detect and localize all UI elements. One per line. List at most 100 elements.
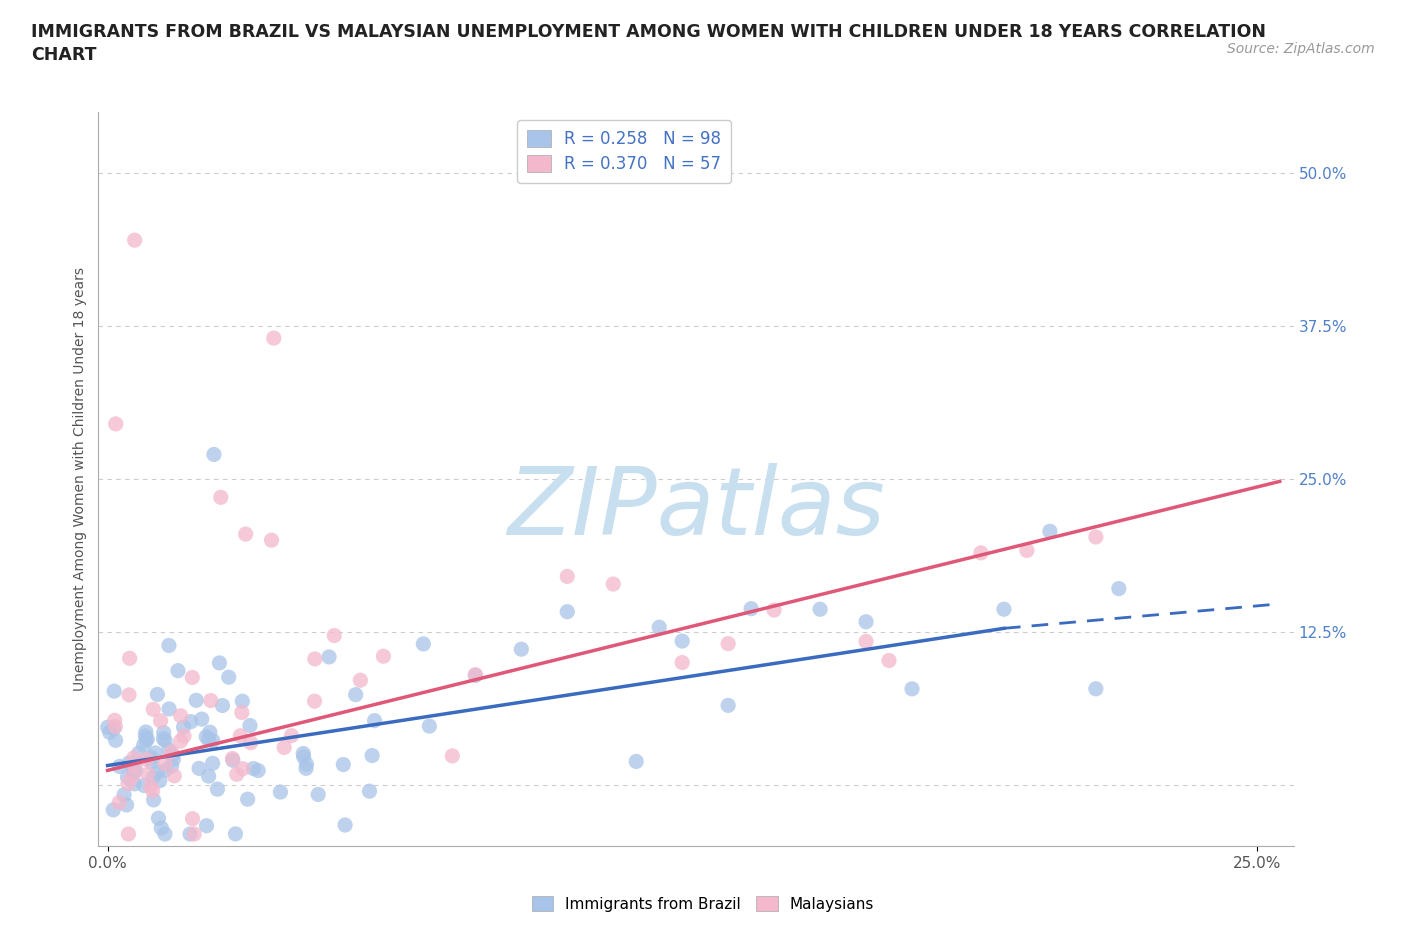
Point bbox=[173, 720, 195, 735]
Point bbox=[292, 746, 315, 761]
Point bbox=[344, 687, 367, 702]
Text: IMMIGRANTS FROM BRAZIL VS MALAYSIAN UNEMPLOYMENT AMONG WOMEN WITH CHILDREN UNDER: IMMIGRANTS FROM BRAZIL VS MALAYSIAN UNEM… bbox=[31, 23, 1265, 41]
Point bbox=[235, 526, 257, 541]
Point bbox=[626, 754, 648, 769]
Point bbox=[1084, 682, 1107, 697]
Point bbox=[239, 736, 262, 751]
Point bbox=[239, 718, 262, 733]
Point bbox=[304, 694, 326, 709]
Point bbox=[207, 782, 229, 797]
Point bbox=[186, 693, 208, 708]
Point bbox=[117, 777, 139, 791]
Point bbox=[103, 803, 125, 817]
Point bbox=[877, 653, 900, 668]
Point bbox=[441, 749, 464, 764]
Point bbox=[153, 827, 176, 842]
Point bbox=[108, 795, 131, 810]
Point bbox=[142, 792, 165, 807]
Point bbox=[97, 720, 120, 735]
Point bbox=[139, 779, 162, 794]
Point bbox=[103, 684, 125, 698]
Point bbox=[412, 636, 434, 651]
Point bbox=[555, 604, 578, 619]
Point bbox=[263, 331, 285, 346]
Point bbox=[115, 798, 138, 813]
Point bbox=[180, 714, 202, 729]
Point bbox=[671, 633, 693, 648]
Point bbox=[118, 651, 141, 666]
Point bbox=[181, 670, 204, 684]
Point bbox=[153, 763, 176, 777]
Point bbox=[143, 746, 166, 761]
Point bbox=[209, 490, 232, 505]
Point bbox=[201, 756, 224, 771]
Point bbox=[231, 705, 253, 720]
Point bbox=[153, 756, 176, 771]
Legend: Immigrants from Brazil, Malaysians: Immigrants from Brazil, Malaysians bbox=[526, 889, 880, 918]
Point bbox=[197, 733, 219, 748]
Point bbox=[124, 232, 146, 247]
Point bbox=[332, 757, 354, 772]
Point bbox=[464, 668, 486, 683]
Point bbox=[132, 778, 155, 793]
Point bbox=[361, 748, 384, 763]
Point bbox=[173, 729, 195, 744]
Point bbox=[162, 748, 184, 763]
Point bbox=[1108, 581, 1130, 596]
Point bbox=[146, 687, 169, 702]
Point bbox=[304, 652, 326, 667]
Point bbox=[222, 753, 245, 768]
Point bbox=[195, 818, 218, 833]
Point bbox=[318, 649, 340, 664]
Text: CHART: CHART bbox=[31, 46, 97, 64]
Point bbox=[363, 713, 385, 728]
Point bbox=[763, 603, 786, 618]
Point bbox=[118, 687, 141, 702]
Point bbox=[273, 740, 295, 755]
Point bbox=[307, 787, 329, 802]
Point bbox=[211, 698, 233, 713]
Point bbox=[132, 737, 155, 752]
Point bbox=[1084, 529, 1107, 544]
Point bbox=[295, 757, 318, 772]
Point bbox=[104, 733, 127, 748]
Point bbox=[153, 733, 176, 748]
Point bbox=[146, 764, 169, 779]
Point bbox=[160, 745, 183, 760]
Point bbox=[218, 670, 240, 684]
Point bbox=[993, 602, 1015, 617]
Point bbox=[136, 732, 159, 747]
Point bbox=[717, 636, 740, 651]
Point bbox=[242, 761, 264, 776]
Point bbox=[181, 811, 204, 826]
Point bbox=[124, 777, 146, 791]
Point bbox=[169, 734, 191, 749]
Point bbox=[333, 817, 356, 832]
Point bbox=[128, 746, 150, 761]
Point bbox=[188, 761, 211, 776]
Point bbox=[117, 827, 139, 842]
Point bbox=[152, 731, 174, 746]
Point bbox=[202, 447, 225, 462]
Point bbox=[135, 752, 157, 767]
Point bbox=[135, 733, 157, 748]
Point bbox=[112, 788, 135, 803]
Point bbox=[163, 768, 186, 783]
Point bbox=[103, 721, 125, 736]
Point bbox=[142, 702, 165, 717]
Point bbox=[221, 751, 243, 766]
Point bbox=[232, 762, 254, 777]
Y-axis label: Unemployment Among Women with Children Under 18 years: Unemployment Among Women with Children U… bbox=[73, 267, 87, 691]
Point bbox=[157, 742, 180, 757]
Point bbox=[323, 628, 346, 643]
Point bbox=[152, 725, 174, 740]
Point bbox=[195, 729, 218, 744]
Point bbox=[671, 655, 693, 670]
Point bbox=[104, 713, 127, 728]
Point bbox=[197, 769, 219, 784]
Point bbox=[855, 615, 877, 630]
Point bbox=[200, 693, 222, 708]
Point bbox=[970, 545, 993, 560]
Point bbox=[118, 755, 141, 770]
Point bbox=[160, 759, 183, 774]
